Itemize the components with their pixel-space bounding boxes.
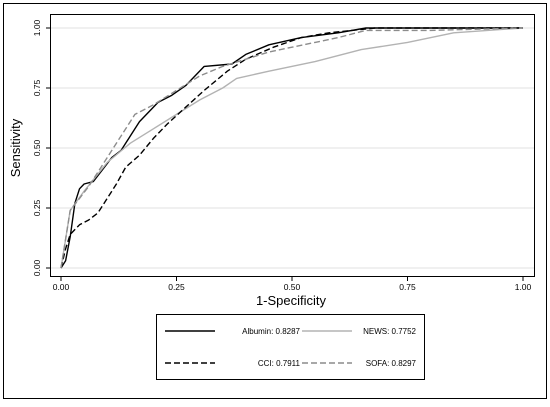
y-axis: 0.00 0.25 0.50 0.75 1.00 <box>32 14 51 277</box>
legend-items: Albumin: 0.8287 NEWS: 0.7752 CCI: 0.7911 SO… <box>165 327 417 368</box>
x-tick-label: 0.50 <box>284 282 301 292</box>
x-axis-label: 1-Specificity <box>256 293 327 308</box>
y-tick-label: 0.75 <box>32 79 42 96</box>
legend-box <box>156 314 425 380</box>
y-tick-label: 0.00 <box>32 259 42 276</box>
x-tick-label: 0.25 <box>168 282 185 292</box>
series-lines <box>60 27 524 269</box>
y-tick-label: 1.00 <box>32 19 42 36</box>
x-tick-label: 1.00 <box>515 282 532 292</box>
figure-border <box>3 3 547 399</box>
legend: Albumin: 0.8287 NEWS: 0.7752 CCI: 0.7911 SO… <box>156 314 425 380</box>
legend-label-news: NEWS: 0.7752 <box>363 327 416 336</box>
x-axis: 0.00 0.25 0.50 0.75 1.00 <box>50 276 535 292</box>
gridlines <box>51 27 534 269</box>
legend-label-albumin: Albumin: 0.8287 <box>242 327 300 336</box>
legend-label-sofa: SOFA: 0.8297 <box>366 359 417 368</box>
series-line-cci <box>60 27 523 269</box>
x-tick-label: 0.75 <box>399 282 416 292</box>
legend-label-cci: CCI: 0.7911 <box>258 359 301 368</box>
y-axis-label: Sensitivity <box>8 118 23 177</box>
y-tick-label: 0.50 <box>32 139 42 156</box>
y-tick-label: 0.25 <box>32 199 42 216</box>
x-tick-label: 0.00 <box>53 282 70 292</box>
series-line-sofa <box>60 27 524 269</box>
